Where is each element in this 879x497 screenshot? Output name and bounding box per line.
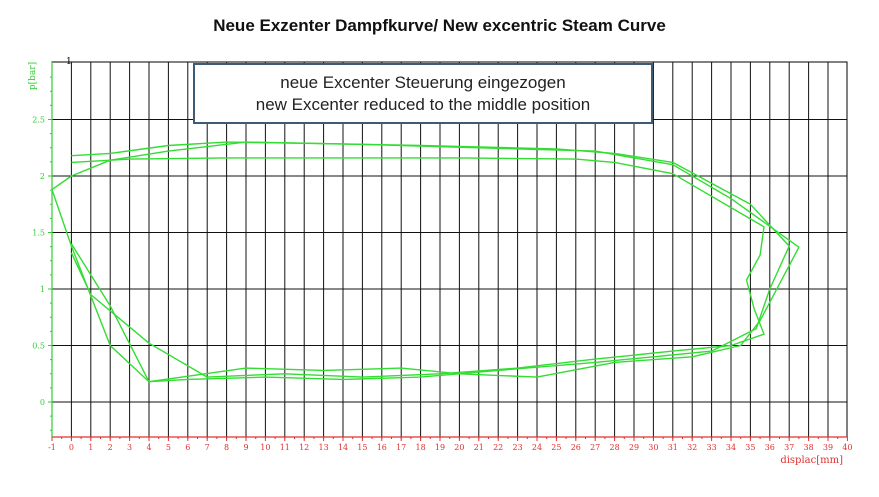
x-tick-label: 34 <box>726 443 736 452</box>
x-tick-label: 20 <box>454 443 464 452</box>
x-tick-label: 28 <box>610 443 620 452</box>
x-tick-label: 3 <box>127 443 132 452</box>
x-tick-label: 13 <box>319 443 329 452</box>
x-tick-label: 39 <box>823 443 833 452</box>
x-tick-label: 40 <box>842 443 852 452</box>
x-tick-label: 9 <box>243 443 248 452</box>
y-axis: 0 0.5 1 1.5 2 2.5 <box>32 62 53 437</box>
x-tick-label: 12 <box>299 443 309 452</box>
x-tick-label: 11 <box>280 443 290 452</box>
x-tick-label: 25 <box>551 443 561 452</box>
x-tick-label: 38 <box>804 443 814 452</box>
x-tick-label: 33 <box>707 443 717 452</box>
x-tick-label: 2 <box>108 443 113 452</box>
annotation-line-2: new Excenter reduced to the middle posit… <box>255 95 591 114</box>
y-tick-label: 2 <box>40 172 45 181</box>
x-tick-label: 36 <box>765 443 775 452</box>
steam-curve-1 <box>51 141 800 383</box>
x-tick-label: 18 <box>416 443 426 452</box>
gridlines <box>52 62 847 437</box>
y-tick-label: 0 <box>40 398 45 407</box>
x-tick-label: 26 <box>571 443 581 452</box>
x-tick-label: -1 <box>48 443 56 452</box>
x-tick-label: 1 <box>88 443 93 452</box>
x-tick-label: 23 <box>513 443 523 452</box>
x-tick-label: 37 <box>784 443 794 452</box>
y-tick-label: 1.5 <box>32 229 45 238</box>
x-tick-label: 35 <box>745 443 755 452</box>
y-tick-label: 2.5 <box>32 116 45 125</box>
x-tick-label: 19 <box>435 443 445 452</box>
x-tick-label: 30 <box>648 443 658 452</box>
x-tick-label: 4 <box>146 443 151 452</box>
x-tick-label: 8 <box>224 443 229 452</box>
x-tick-label: 17 <box>396 443 406 452</box>
x-tick-label: 15 <box>357 443 367 452</box>
x-tick-label: 10 <box>260 443 270 452</box>
corner-label: 1 <box>66 57 72 67</box>
x-tick-label: 0 <box>69 443 74 452</box>
curve-series-group <box>51 141 800 383</box>
annotation-line-1: neue Excenter Steuerung eingezogen <box>280 73 566 92</box>
y-axis-label: p[bar] <box>28 62 38 90</box>
x-tick-label: 6 <box>185 443 190 452</box>
x-tick-label: 32 <box>687 443 697 452</box>
x-tick-label: 31 <box>668 443 678 452</box>
x-tick-label: 21 <box>474 443 484 452</box>
x-tick-label: 7 <box>205 443 210 452</box>
x-tick-label: 24 <box>532 443 542 452</box>
x-tick-label: 5 <box>166 443 171 452</box>
x-axis: -1 0 1 2 3 4 5 6 7 8 9 10 11 12 13 14 15 16 17 18 19 20 21 22 23… <box>48 436 852 452</box>
annotation-box: neue Excenter Steuerung eingezogen new E… <box>193 63 653 124</box>
y-tick-label: 1 <box>40 285 45 294</box>
x-tick-label: 27 <box>590 443 600 452</box>
x-axis-label: displac[mm] <box>780 455 843 466</box>
y-tick-label: 0.5 <box>32 342 45 351</box>
x-tick-label: 22 <box>493 443 503 452</box>
x-tick-label: 14 <box>338 443 348 452</box>
steam-curve-2 <box>70 141 790 383</box>
x-tick-label: 29 <box>629 443 639 452</box>
steam-curve-3 <box>70 157 765 378</box>
chart-title: Neue Exzenter Dampfkurve/ New excentric … <box>213 16 666 35</box>
x-tick-label: 16 <box>377 443 387 452</box>
